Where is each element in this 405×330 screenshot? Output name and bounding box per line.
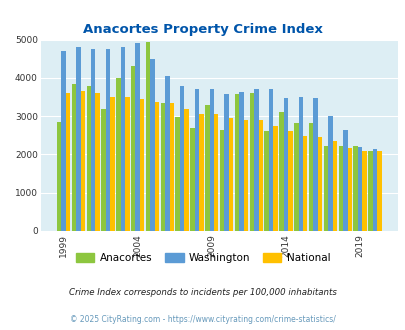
Bar [243, 120, 247, 231]
Bar [279, 112, 283, 231]
Bar [165, 76, 169, 231]
Bar [110, 97, 114, 231]
Bar [140, 99, 144, 231]
Bar [169, 103, 174, 231]
Bar [179, 85, 184, 231]
Bar [150, 59, 154, 231]
Bar [145, 42, 150, 231]
Bar [268, 89, 273, 231]
Bar [353, 146, 357, 231]
Bar [72, 83, 76, 231]
Bar [327, 116, 332, 231]
Bar [258, 120, 262, 231]
Bar [135, 44, 140, 231]
Bar [160, 103, 165, 231]
Bar [154, 102, 159, 231]
Bar [347, 148, 351, 231]
Bar [302, 136, 307, 231]
Bar [116, 78, 120, 231]
Bar [273, 126, 277, 231]
Bar [288, 131, 292, 231]
Bar [357, 147, 362, 231]
Bar [106, 49, 110, 231]
Bar [91, 49, 95, 231]
Bar [175, 117, 179, 231]
Bar [101, 109, 106, 231]
Bar [362, 151, 366, 231]
Text: © 2025 CityRating.com - https://www.cityrating.com/crime-statistics/: © 2025 CityRating.com - https://www.city… [70, 315, 335, 324]
Bar [317, 137, 322, 231]
Bar [254, 89, 258, 231]
Bar [205, 105, 209, 231]
Bar [57, 122, 61, 231]
Bar [131, 66, 135, 231]
Bar [95, 93, 100, 231]
Bar [76, 47, 80, 231]
Bar [125, 97, 129, 231]
Bar [308, 123, 313, 231]
Bar [209, 89, 213, 231]
Bar [293, 123, 298, 231]
Bar [86, 85, 91, 231]
Bar [323, 146, 327, 231]
Bar [220, 130, 224, 231]
Bar [367, 150, 372, 231]
Bar [61, 51, 66, 231]
Bar [338, 146, 342, 231]
Bar [120, 47, 125, 231]
Text: Crime Index corresponds to incidents per 100,000 inhabitants: Crime Index corresponds to incidents per… [69, 288, 336, 297]
Bar [342, 130, 347, 231]
Bar [194, 89, 199, 231]
Bar [213, 114, 218, 231]
Text: Anacortes Property Crime Index: Anacortes Property Crime Index [83, 23, 322, 36]
Bar [249, 93, 254, 231]
Bar [66, 93, 70, 231]
Legend: Anacortes, Washington, National: Anacortes, Washington, National [71, 249, 334, 267]
Bar [264, 131, 268, 231]
Bar [313, 98, 317, 231]
Bar [224, 94, 228, 231]
Bar [184, 109, 188, 231]
Bar [372, 149, 376, 231]
Bar [298, 97, 302, 231]
Bar [283, 98, 288, 231]
Bar [199, 114, 203, 231]
Bar [239, 92, 243, 231]
Bar [80, 91, 85, 231]
Bar [228, 118, 233, 231]
Bar [234, 94, 239, 231]
Bar [190, 128, 194, 231]
Bar [332, 141, 336, 231]
Bar [376, 151, 381, 231]
